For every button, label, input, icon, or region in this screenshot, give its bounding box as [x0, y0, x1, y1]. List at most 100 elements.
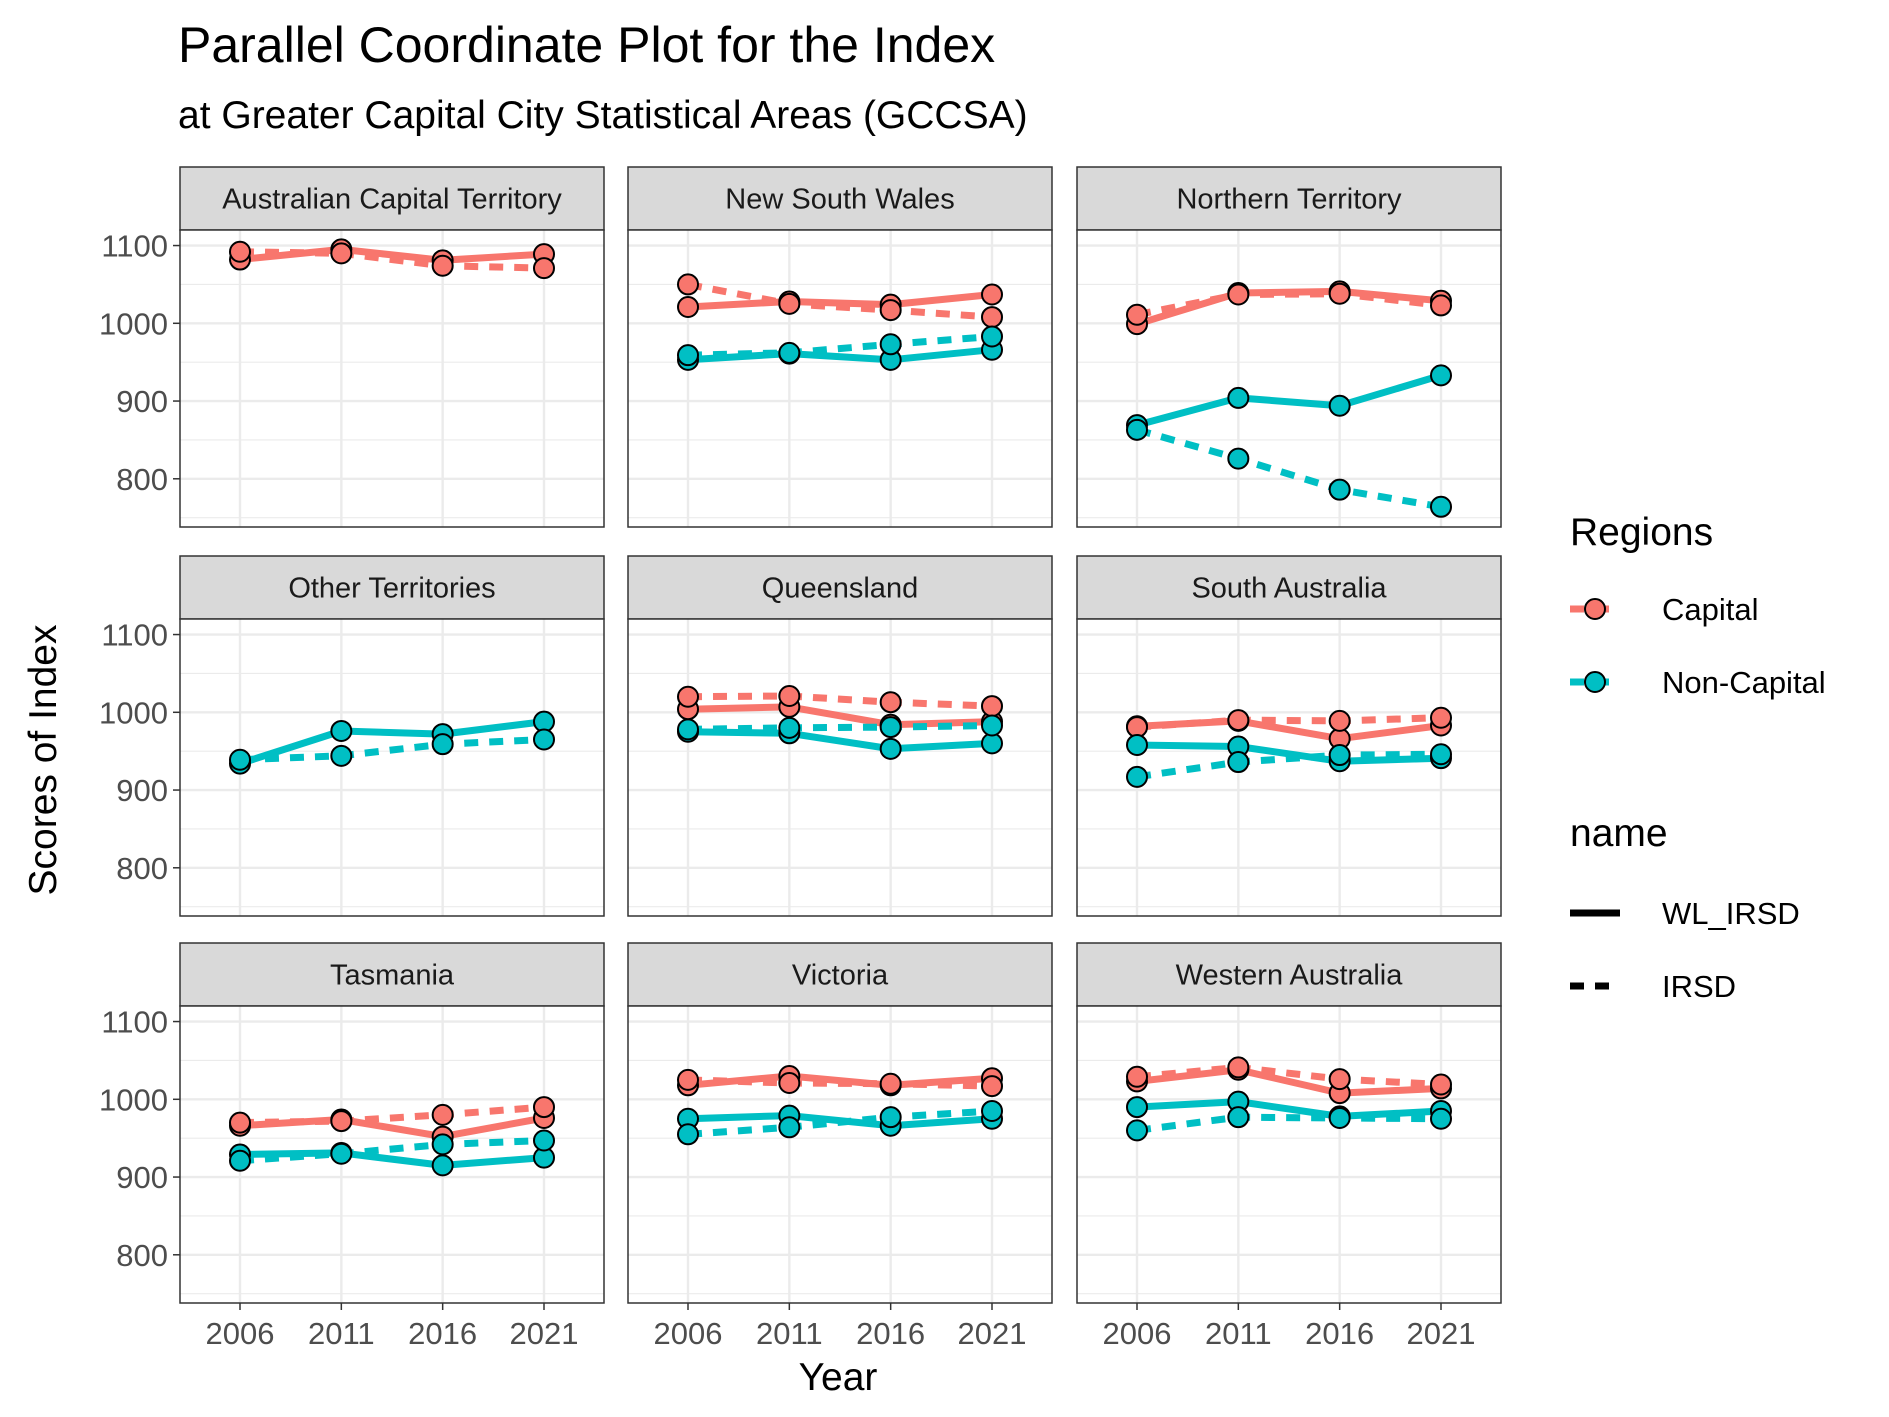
data-point: [778, 684, 801, 707]
data-point: [981, 306, 1003, 329]
facet-strip: [179, 166, 605, 231]
x-tick-label: 2011: [308, 1316, 375, 1351]
series-line: [239, 736, 545, 764]
data-point: [1126, 733, 1148, 756]
x-tick-label: 2006: [1103, 1316, 1172, 1351]
panel-background: [1077, 1006, 1501, 1303]
data-point: [1430, 706, 1452, 729]
series-line: [687, 291, 993, 311]
facet-strip: [627, 166, 1053, 231]
data-point: [1227, 283, 1250, 306]
panel-background: [180, 230, 604, 527]
data-point: [330, 1142, 353, 1165]
facet-strip: [1076, 166, 1502, 231]
data-point: [1227, 386, 1250, 409]
panel: New South Wales: [627, 166, 1053, 528]
data-point: [1227, 1106, 1250, 1129]
x-tick-label: 2021: [1407, 1316, 1476, 1351]
panel-border: [179, 1005, 605, 1304]
y-tick-label: 1000: [99, 1082, 168, 1117]
chart-title: Parallel Coordinate Plot for the Index: [178, 17, 995, 73]
facet-strip-label: Queensland: [762, 573, 918, 605]
data-point: [1328, 1068, 1351, 1091]
panel-border: [179, 618, 605, 917]
data-point: [229, 1111, 251, 1134]
panel-border: [627, 1005, 1053, 1304]
facet-strip-label: South Australia: [1191, 573, 1387, 605]
panel: Tasmania 800 900 1000 1100 2006 2011 2016 2021: [99, 942, 605, 1351]
data-point: [330, 719, 353, 742]
facet-panels: Australian Capital Territory 800 900 1000 11…: [99, 166, 1502, 1351]
series-line: [1136, 372, 1443, 429]
data-point: [1328, 1106, 1351, 1129]
data-point: [879, 716, 902, 739]
data-point: [533, 257, 555, 280]
data-point: [677, 295, 699, 318]
data-point: [879, 737, 902, 760]
series-line: [239, 248, 545, 272]
facet-strip-label: Victoria: [792, 960, 889, 992]
legend: Regions Capital Non-Capital name WL_IRSD IRSD: [1570, 511, 1826, 1004]
legend-key-point: [1584, 598, 1606, 620]
data-point: [431, 1154, 454, 1177]
data-point: [1126, 1065, 1148, 1088]
data-point: [677, 685, 699, 708]
x-tick-label: 2016: [856, 1316, 925, 1351]
legend-color-title: Regions: [1570, 511, 1713, 554]
panel: Western Australia 2006 2011 2016 2021: [1076, 942, 1502, 1351]
panel: Other Territories 800 900 1000 1100: [99, 555, 605, 917]
data-point: [1227, 751, 1250, 774]
series-line: [1136, 426, 1442, 511]
data-point: [533, 728, 555, 751]
facet-strip: [179, 555, 605, 620]
data-point: [879, 333, 902, 356]
series-line: [238, 718, 545, 767]
data-point: [981, 695, 1003, 718]
panel-background: [628, 619, 1052, 916]
y-tick-label: 900: [116, 1160, 168, 1195]
y-tick-label: 1100: [101, 618, 168, 653]
series-line: [687, 728, 993, 753]
panel-background: [180, 619, 604, 916]
series-line: [1136, 1063, 1442, 1088]
series-line: [1136, 750, 1442, 781]
x-tick-label: 2021: [510, 1316, 579, 1351]
x-tick-label: 2006: [654, 1316, 723, 1351]
data-point: [1126, 765, 1148, 788]
panel-border: [627, 229, 1053, 528]
data-point: [431, 1133, 454, 1156]
x-tick-label: 2011: [1205, 1316, 1272, 1351]
data-point: [1430, 364, 1452, 387]
data-point: [229, 1149, 251, 1172]
panel-border: [627, 618, 1053, 917]
data-point: [229, 748, 251, 771]
facet-strip-label: Australian Capital Territory: [222, 184, 562, 216]
y-tick-label: 1000: [99, 306, 168, 341]
data-point: [229, 240, 251, 263]
panel: Queensland: [627, 555, 1053, 917]
data-point: [981, 714, 1003, 737]
y-tick-label: 1100: [101, 229, 168, 264]
x-tick-label: 2021: [958, 1316, 1027, 1351]
x-tick-label: 2016: [408, 1316, 477, 1351]
data-point: [677, 273, 699, 296]
facet-strip: [179, 942, 605, 1007]
facet-strip: [1076, 555, 1502, 620]
data-point: [431, 254, 454, 277]
data-point: [677, 1068, 699, 1091]
series-line: [239, 1137, 545, 1165]
data-point: [879, 1072, 902, 1095]
facet-strip: [627, 942, 1053, 1007]
data-point: [981, 1099, 1003, 1122]
data-point: [981, 325, 1003, 348]
data-point: [879, 299, 902, 322]
x-axis-title: Year: [799, 1356, 878, 1399]
data-point: [1227, 709, 1250, 732]
data-point: [778, 292, 801, 315]
series-line: [687, 722, 993, 733]
data-point: [879, 691, 902, 714]
data-point: [330, 744, 353, 767]
facet-strip-label: New South Wales: [725, 184, 954, 216]
data-point: [677, 344, 699, 367]
data-point: [1328, 282, 1351, 305]
